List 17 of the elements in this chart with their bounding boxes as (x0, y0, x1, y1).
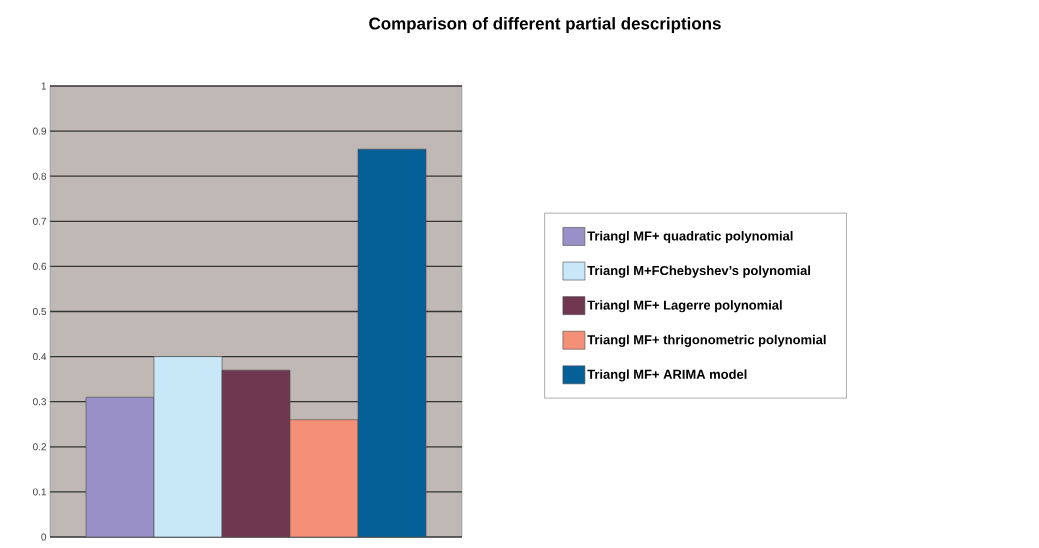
y-tick-label: 0.2 (33, 443, 46, 451)
y-tick-label: 0.3 (33, 398, 47, 406)
legend-label: Triangl MF+ Lagerre polynomial (587, 300, 782, 313)
y-tick-label: 0 (41, 533, 47, 541)
y-tick-label: 0.9 (33, 127, 47, 135)
text: Comparison of different partial descriptions (369, 17, 721, 33)
legend-label: Triangl MF+ thrigonometric polynomial (587, 334, 826, 347)
y-tick-label: 0.4 (33, 353, 47, 361)
y-tick-label: 0.6 (33, 262, 47, 270)
y-tick-label: 0.1 (33, 488, 47, 496)
legend-label: Triangl MF+ quadratic polynomial (587, 230, 793, 244)
legend-label: Triangl MF+ ARIMA model (587, 369, 747, 382)
legend-label: Triangl M+FChebyshev’s polynomial (587, 265, 810, 278)
y-tick-label: 0.5 (33, 307, 47, 315)
y-tick-label: 0.7 (33, 217, 46, 225)
y-tick-label: 0.8 (33, 172, 47, 180)
y-tick-label: 1 (41, 82, 46, 90)
